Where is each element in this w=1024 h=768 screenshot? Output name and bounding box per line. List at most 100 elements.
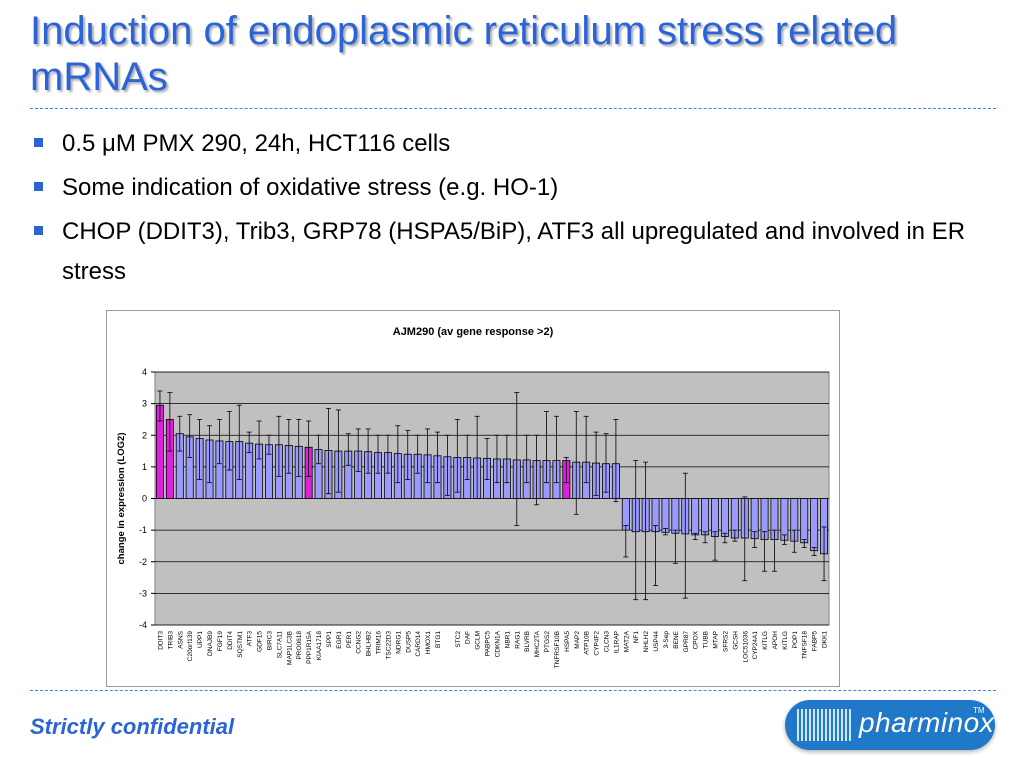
- x-tick-label: CPOX: [693, 630, 700, 649]
- x-tick-label: NDRG1: [395, 631, 402, 654]
- x-tick-label: GDF15: [257, 631, 264, 652]
- x-tick-label: FGF19: [217, 631, 224, 652]
- x-tick-label: GCSH: [732, 631, 739, 650]
- bar: [780, 498, 789, 541]
- x-tick-label: NF1: [633, 631, 640, 644]
- y-tick-label: 2: [142, 430, 147, 440]
- x-tick-label: BENE: [673, 630, 680, 648]
- bullet-text: Some indication of oxidative stress (e.g…: [62, 174, 559, 201]
- x-tick-label: DDIT3: [157, 631, 164, 650]
- x-tick-label: MAT2A: [623, 630, 630, 652]
- x-tick-label: CARD14: [415, 631, 422, 657]
- x-tick-label: BIRC3: [266, 631, 273, 651]
- bar: [671, 498, 680, 534]
- y-tick-label: 1: [142, 462, 147, 472]
- x-tick-label: TNFRSF10B: [554, 631, 561, 668]
- x-tick-label: PABPC5: [485, 631, 492, 657]
- x-tick-label: DNAJB9: [207, 631, 214, 656]
- bar: [720, 498, 729, 537]
- confidentiality-notice: Strictly confidential: [30, 714, 235, 739]
- y-tick-label: 4: [142, 367, 147, 377]
- bar-chart: AJM290 (av gene response >2) 4 3 2 1 0 -1 -2 -3 -…: [116, 326, 830, 668]
- x-tick-label: HSPA5: [564, 631, 571, 652]
- x-tick-label: DAF: [465, 631, 472, 644]
- x-tick-label: SPP1: [326, 631, 333, 648]
- pharminox-logo: pharminox TM: [785, 700, 995, 750]
- y-tick-label: 3: [142, 399, 147, 409]
- x-tick-label: STC2: [455, 631, 462, 648]
- y-tick-label: 0: [142, 494, 147, 504]
- x-tick-label: TUBB: [703, 631, 710, 648]
- square-bullet-icon: [34, 182, 43, 191]
- title-divider: [30, 108, 996, 109]
- chart-title: AJM290 (av gene response >2): [393, 326, 554, 338]
- x-tick-label: PRO0618: [296, 631, 303, 660]
- bar: [711, 498, 719, 537]
- y-tick-label: -3: [139, 588, 147, 598]
- logo-text: pharminox: [859, 707, 995, 738]
- x-tick-label: C20orf139: [187, 631, 194, 662]
- x-tick-label: CCNG2: [356, 631, 363, 654]
- x-tick-label: MAP1LC3B: [286, 631, 293, 665]
- bar: [661, 498, 670, 533]
- x-tick-label: TRIM16: [376, 631, 383, 655]
- x-tick-label: SFRS2: [722, 631, 729, 652]
- x-tick-label: NHLH2: [643, 631, 650, 653]
- x-tick-label: DKK1: [822, 631, 829, 648]
- x-tick-label: ATF3: [247, 631, 254, 647]
- x-tick-label: ASNS: [177, 630, 184, 648]
- x-tick-label: GCLM: [475, 631, 482, 650]
- x-tick-label: KITLG: [782, 631, 789, 650]
- square-bullet-icon: [34, 138, 43, 147]
- bullet-text: 0.5 μM PMX 290, 24h, HCT116 cells: [62, 130, 451, 157]
- x-tick-label: KIAA1718: [316, 631, 323, 661]
- x-tick-label: PER1: [346, 631, 353, 648]
- x-tick-label: MTAP: [713, 631, 720, 649]
- x-tick-label: MAP2: [574, 631, 581, 649]
- x-tick-label: CDKN1A: [494, 630, 501, 657]
- slide-title: Induction of endoplasmic reticulum stres…: [30, 9, 898, 99]
- bar: [800, 498, 809, 544]
- logo-stripes-icon: [797, 709, 857, 741]
- x-tick-label: UPP1: [197, 631, 204, 648]
- y-axis-label: change in expression (LOG2): [116, 433, 127, 565]
- x-tick-label: CYP4F2: [594, 631, 601, 656]
- y-tick-label: -4: [139, 620, 147, 630]
- x-tick-label: CYP24A1: [752, 631, 759, 660]
- x-tick-label: TRIB3: [167, 631, 174, 650]
- x-tick-label: MHC2TA: [534, 630, 541, 657]
- x-tick-label: RAG1: [514, 631, 521, 649]
- x-tick-label: EGR1: [336, 631, 343, 649]
- x-tick-label: USP44: [653, 631, 660, 652]
- bullet-list: 0.5 μM PMX 290, 24h, HCT116 cells Some i…: [34, 124, 974, 296]
- x-tick-label: KITLG: [762, 631, 769, 650]
- footer-divider: [30, 690, 996, 691]
- x-tick-label: LOC51036: [742, 631, 749, 663]
- x-tick-label: GPR87: [683, 631, 690, 653]
- x-tick-label: HMOX1: [425, 631, 432, 655]
- x-tick-label: DUSP5: [405, 631, 412, 653]
- x-tick-label: ATP10B: [584, 631, 591, 655]
- x-tick-label: CLCN3: [603, 631, 610, 653]
- square-bullet-icon: [34, 226, 43, 235]
- bar: [691, 498, 700, 536]
- x-tick-label: SLC7A11: [276, 631, 283, 659]
- logo-trademark: TM: [973, 706, 985, 715]
- x-tick-label: POP1: [792, 631, 799, 649]
- x-tick-label: SQSTM1: [237, 631, 244, 658]
- x-tick-label: IL1RAP: [613, 631, 620, 653]
- y-tick-label: -2: [139, 557, 147, 567]
- x-tick-label: PTGS2: [544, 631, 551, 653]
- chart-container: AJM290 (av gene response >2) 4 3 2 1 0 -1 -2 -3 -…: [106, 310, 840, 687]
- x-tick-label: APOH: [772, 631, 779, 650]
- x-tick-label: TSC22D3: [385, 631, 392, 660]
- x-tick-label: BLVRB: [524, 631, 531, 652]
- bullet-item: CHOP (DDIT3), Trib3, GRP78 (HSPA5/BiP), …: [34, 212, 974, 292]
- bullet-item: 0.5 μM PMX 290, 24h, HCT116 cells: [34, 124, 974, 164]
- y-tick-label: -1: [139, 525, 147, 535]
- bar: [810, 498, 819, 552]
- bullet-item: Some indication of oxidative stress (e.g…: [34, 168, 974, 208]
- x-tick-label: BTG1: [435, 631, 442, 648]
- bullet-text: CHOP (DDIT3), Trib3, GRP78 (HSPA5/BiP), …: [62, 218, 966, 285]
- x-tick-label: TNFSF18: [802, 631, 809, 660]
